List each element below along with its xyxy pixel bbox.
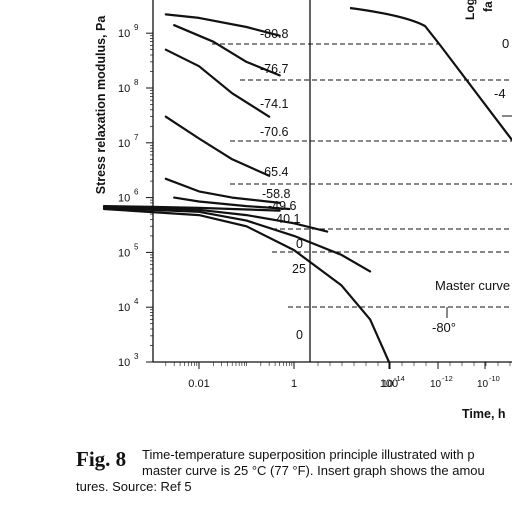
temperature-label: 25 [292, 262, 306, 276]
temperature-label: -80.8 [260, 27, 289, 41]
temperature-label: -76.7 [260, 62, 289, 76]
y-tick-exponent: 7 [134, 133, 139, 142]
relaxation-curves [102, 13, 391, 364]
inset-value-0: 0 [502, 36, 509, 51]
figure: Stress relaxation modulus, Pa 1031041051… [94, 0, 512, 421]
curve--65.4 [164, 177, 281, 204]
y-tick-label: 10 [118, 28, 130, 40]
y-tick-label: 10 [118, 193, 130, 205]
figure-number: Fig. 8 [76, 447, 127, 471]
y-tick-exponent: 3 [134, 352, 139, 361]
curve--80.8 [164, 13, 281, 37]
caption-line-1: Time-temperature superposition principle… [142, 447, 475, 462]
x-tick-label: 100 [380, 378, 398, 390]
temperature-labels: -80.8 -76.7 -74.1 -70.6 -65.4 -58.8-49.6-40.1… [260, 27, 306, 342]
master-curve [349, 6, 512, 141]
curve--58.8 [173, 196, 291, 211]
y-tick-exponent: 9 [134, 23, 139, 32]
y-tick-label: 10 [118, 138, 130, 150]
y-axis-label: Stress relaxation modulus, Pa [94, 15, 108, 195]
curve--40.1 [102, 205, 329, 233]
right-x-tick-label: 10 [430, 379, 442, 390]
curve--76.7 [173, 24, 281, 77]
y-tick-exponent: 8 [134, 78, 139, 87]
reference-temperature-label: -80° [432, 320, 456, 335]
right-x-tick-exponent: -10 [489, 374, 500, 383]
right-x-tick-label: 10 [477, 379, 489, 390]
right-x-tick-exponent: -14 [394, 374, 405, 383]
temperature-label: -65.4 [260, 165, 289, 179]
y-tick-label: 10 [118, 357, 130, 369]
temperature-label: 0 [296, 237, 303, 251]
y-tick-label: 10 [118, 83, 130, 95]
curve-25 [102, 207, 391, 364]
x-tick-label: 0.01 [188, 378, 209, 390]
temperature-label: -70.6 [260, 125, 289, 139]
inset-ylabel-log: Log [463, 0, 477, 20]
temperature-guides [212, 43, 512, 308]
caption-line-2: master curve is 25 °C (77 °F). Insert gr… [142, 463, 485, 478]
inset-ylabel-fa: fa [481, 1, 495, 12]
curve-0 [102, 206, 372, 273]
curve--74.1 [164, 48, 271, 118]
x-ticks: 0.01 1 100 [165, 362, 398, 390]
master-curve-label: Master curve [435, 278, 510, 293]
y-tick-exponent: 5 [134, 242, 139, 251]
inset-value-minus4: -4 [494, 86, 506, 101]
caption-line-3: tures. Source: Ref 5 [76, 479, 192, 494]
temperature-label: 0 [296, 328, 303, 342]
right-x-tick-exponent: -12 [442, 374, 453, 383]
y-tick-exponent: 4 [134, 297, 139, 306]
temperature-label: -74.1 [260, 97, 289, 111]
temperature-label: -49.6 [268, 199, 297, 213]
right-x-tick-label: 10 [382, 379, 394, 390]
y-tick-label: 10 [118, 302, 130, 314]
y-ticks: 10 3 10 4 10 5 10 6 10 7 10 8 10 9 [118, 23, 153, 369]
time-axis-label: Time, h [462, 407, 506, 421]
temperature-label: -40.1 [272, 212, 301, 226]
temperature-label: -58.8 [262, 187, 291, 201]
y-tick-label: 10 [118, 247, 130, 259]
x-tick-label: 1 [291, 378, 297, 390]
curve--70.6 [164, 115, 271, 177]
y-tick-exponent: 6 [134, 188, 139, 197]
